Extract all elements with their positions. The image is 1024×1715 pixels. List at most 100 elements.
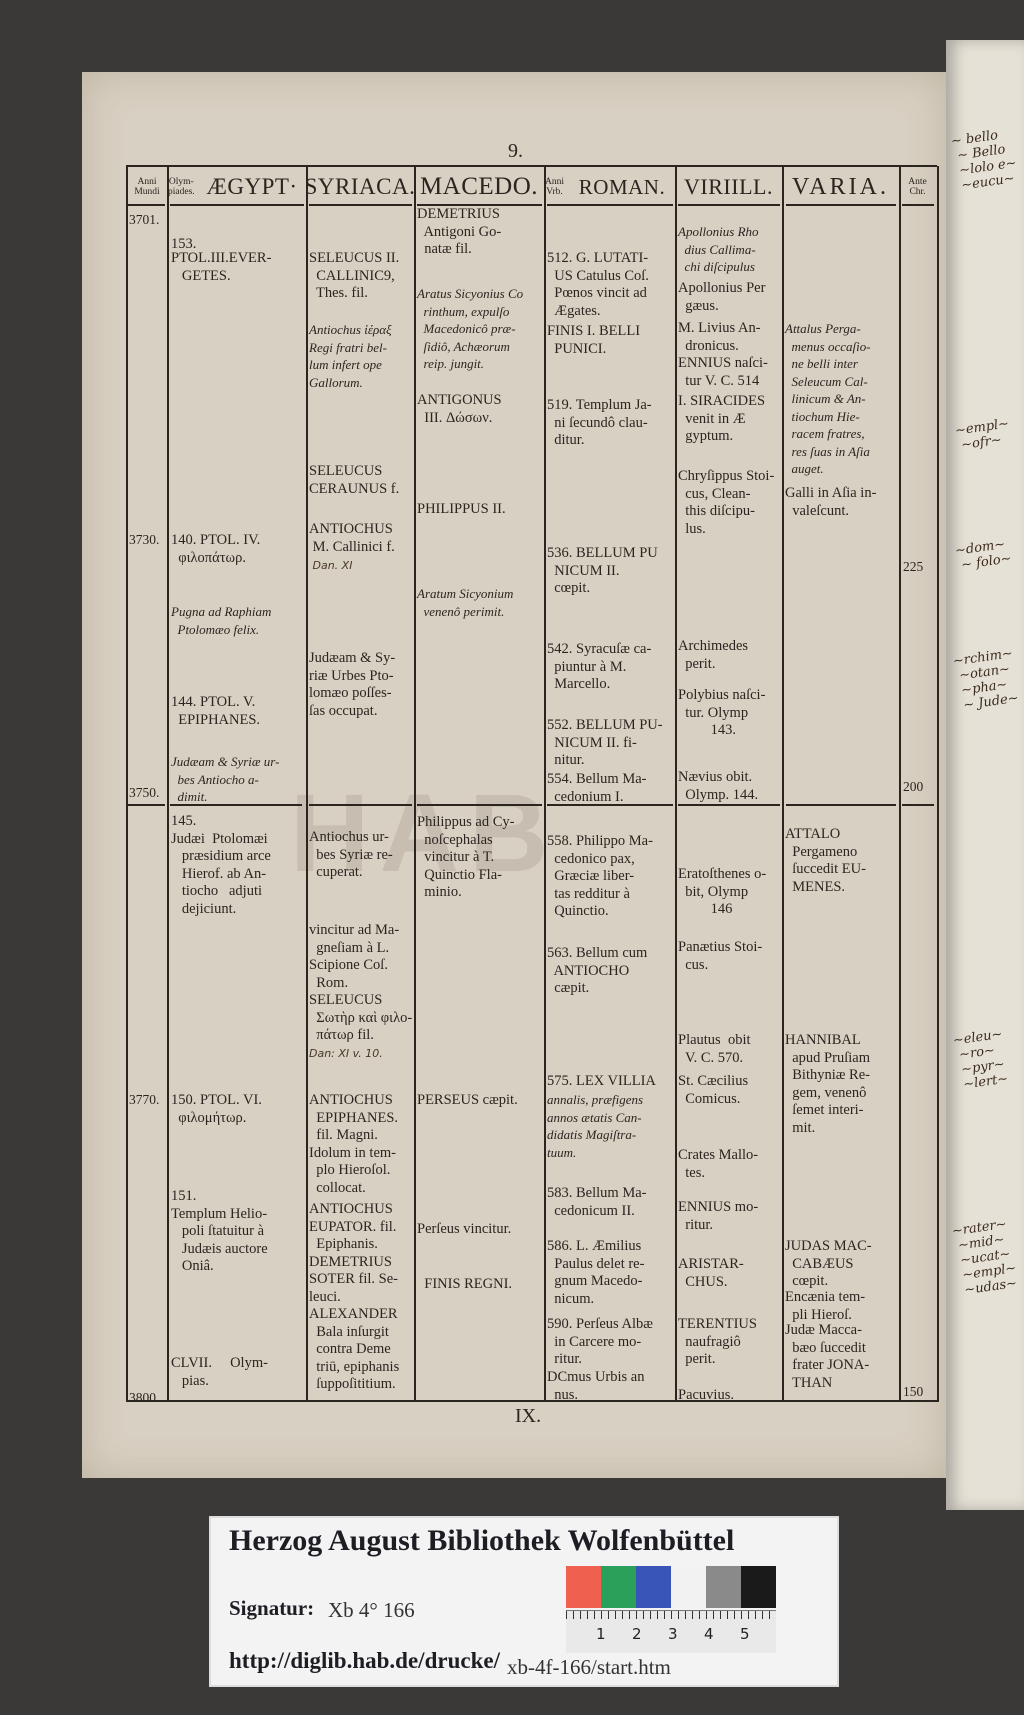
- roman-entry: 512. G. LUTATI- US Catulus Coſ. Pœnos vi…: [547, 250, 649, 319]
- viri_ill-entry: I. SIRACIDES venit in Æ gyptum.: [678, 393, 766, 444]
- url-path: xb-4f-166/start.htm: [507, 1655, 671, 1679]
- signatur-label: Signatur:: [229, 1596, 315, 1620]
- ruler-number: 5: [740, 1625, 750, 1643]
- syriaca-entry: Antiochus ἱέραξ Regi fratri bel- lum inf…: [309, 322, 392, 390]
- row-rule: [678, 204, 780, 206]
- ante-christum-year: 150: [903, 1384, 924, 1399]
- library-label: Herzog August Bibliothek Wolfenbüttel Si…: [211, 1518, 837, 1685]
- row-rule: [678, 804, 780, 806]
- row-rule: [417, 804, 542, 806]
- anno-mundi-year: 3770.: [129, 1092, 160, 1107]
- handwritten-marginalia: ~empl~ ~ofr~: [954, 416, 1011, 454]
- column-rule: [782, 166, 784, 1401]
- varia-entry: Encænia tem- pli Hieroſ.: [785, 1289, 866, 1323]
- syriaca-entry: Antiochus ur- bes Syriæ re- cuperat.: [309, 829, 393, 880]
- viri_ill-entry: ARISTAR- CHUS.: [678, 1256, 744, 1290]
- hab-watermark: HAB: [290, 772, 559, 895]
- row-rule: [170, 204, 304, 206]
- aegypt-entry: 153.: [171, 236, 197, 252]
- ruler-number: 2: [632, 1625, 642, 1643]
- syriaca-entry: Judæam & Sy- riæ Urbes Pto- lomæo poſſes…: [309, 650, 396, 719]
- row-rule: [786, 204, 896, 206]
- row-rule: [547, 204, 673, 206]
- macedo-entry: Perſeus vincitur.: [417, 1221, 512, 1237]
- macedo-entry: PHILIPPUS II.: [417, 501, 506, 517]
- handwritten-marginalia: ~dom~ ~ folo~: [954, 536, 1013, 574]
- color-patch: [601, 1566, 636, 1608]
- header-varia: VARIA.: [792, 173, 889, 200]
- header-roman: ROMAN.: [578, 174, 666, 199]
- ruler-number: 3: [668, 1625, 678, 1643]
- roman-entry: DCmus Urbis an nus.: [547, 1369, 645, 1403]
- macedo-entry: PERSEUS cæpit.: [417, 1092, 518, 1108]
- syriaca-entry: SELEUCUS II. CALLINIC9, Thes. fil.: [309, 250, 400, 301]
- roman-entry: 583. Bellum Ma- cedonicum II.: [547, 1185, 647, 1219]
- viri_ill-entry: Polybius naſci- tur. Olymp 143.: [678, 687, 766, 738]
- aegypt-entry: 140. PTOL. IV. φιλοπάτωρ.: [171, 532, 261, 566]
- aegypt-entry: Pugna ad Raphiam Ptolomæo felix.: [171, 604, 272, 637]
- color-calibration-strip: [566, 1566, 776, 1608]
- row-rule: [902, 804, 934, 806]
- aegypt-entry: Judæam & Syriæ ur- bes Antiocho a- dimit…: [171, 754, 280, 804]
- color-patch: [741, 1566, 776, 1608]
- macedo-entry: Philippus ad Cy- noſcephalas vincitur à …: [417, 814, 515, 900]
- aegypt-entry: 150. PTOL. VI. φιλομήτωρ.: [171, 1092, 262, 1126]
- measurement-ruler: 1 2 3 4 5: [566, 1610, 776, 1653]
- viri_ill-entry: Chryſippus Stoi- cus, Clean- this diſcip…: [678, 468, 775, 537]
- header-macedo: MACEDO.: [419, 173, 539, 200]
- varia-entry: JUDAS MAC- CABÆUS cœpit.: [785, 1238, 872, 1289]
- roman-entry: 575. LEX VILLIA: [547, 1073, 656, 1089]
- roman-entry: 542. Syracuſæ ca- piuntur à M. Marcello.: [547, 641, 652, 692]
- row-rule: [309, 204, 412, 206]
- macedo-entry: DEMETRIUS Antigoni Go- natæ fil.: [417, 206, 502, 257]
- column-rule: [899, 166, 901, 1401]
- roman-entry: 586. L. Æmilius Paulus delet re- gnum Ma…: [547, 1238, 645, 1307]
- aegypt-entry: PTOL.III.EVER- GETES.: [171, 250, 272, 284]
- aegypt-entry: 145. Judæi Ptolomæi præsidium arce Hiero…: [171, 813, 271, 917]
- viri_ill-entry: Plautus obit V. C. 570.: [678, 1032, 751, 1066]
- viri_ill-entry: ENNIUS mo- ritur.: [678, 1199, 759, 1233]
- color-patch: [636, 1566, 671, 1608]
- roman-entry: 558. Philippo Ma- cedonico pax, Græciæ l…: [547, 833, 653, 919]
- anno-mundi-year: 3800.: [129, 1390, 160, 1405]
- table-top-rule: [126, 165, 937, 167]
- varia-entry: Galli in Aſia in- valeſcunt.: [785, 485, 877, 519]
- row-rule: [309, 804, 412, 806]
- macedo-entry: ANTIGONUS III. Δώσων.: [417, 392, 502, 426]
- header-viri-illustres: VIRIILL.: [684, 174, 773, 199]
- row-rule: [128, 804, 165, 806]
- viri_ill-entry: Pacuvius.: [678, 1387, 734, 1403]
- viri_ill-entry: Apollonius Per gæus.: [678, 280, 766, 314]
- signatur-value: Xb 4° 166: [328, 1598, 415, 1622]
- handwritten-marginalia: ~rchim~ ~otan~ ~pha~ ~ Jude~: [952, 646, 1020, 714]
- aegypt-entry: CLVII. Olym- pias.: [171, 1355, 268, 1389]
- roman-entry: annalis, præfigens annos ætatis Can- did…: [547, 1092, 644, 1160]
- syriaca-entry: ANTIOCHUS M. Callinici f.: [309, 521, 395, 555]
- macedo-entry: Aratum Sicyonium venenô perimit.: [417, 586, 514, 619]
- roman-entry: 563. Bellum cum ANTIOCHO cæpit.: [547, 945, 648, 996]
- column-rule: [306, 166, 308, 1401]
- page-roman-numeral: IX.: [515, 1405, 542, 1427]
- ruler-number: 4: [704, 1625, 714, 1643]
- row-rule: [786, 804, 896, 806]
- header-anni-mundi: Anni Mundi: [134, 177, 160, 197]
- column-rule: [544, 166, 546, 1401]
- viri_ill-entry: Apollonius Rho dius Callima- chi diſcipu…: [678, 224, 759, 274]
- row-rule: [128, 204, 165, 206]
- ante-christum-year: 225: [903, 559, 924, 574]
- ante-christum-year: 200: [903, 779, 924, 794]
- varia-entry: Attalus Perga- menus occaſio- ne belli i…: [785, 321, 871, 476]
- handwritten-marginalia: ~ bello ~ Bello ~lolo e~ ~eucu~: [950, 128, 1018, 195]
- viri_ill-entry: Panætius Stoi- cus.: [678, 939, 763, 973]
- book-page: [82, 72, 946, 1478]
- varia-entry: HANNIBAL apud Pruſiam Bithyniæ Re- gem, …: [785, 1032, 870, 1136]
- syriaca-entry: SELEUCUS CERAUNUS f.: [309, 463, 400, 497]
- header-syriaca: SYRIACA.: [304, 174, 416, 199]
- viri_ill-entry: TERENTIUS naufragiô perit.: [678, 1316, 757, 1367]
- viri_ill-entry: Nævius obit. Olymp. 144.: [678, 769, 759, 803]
- row-rule: [547, 804, 673, 806]
- row-rule: [902, 204, 934, 206]
- anno-mundi-year: 3750.: [129, 785, 160, 800]
- viri_ill-entry: M. Livius An- dronicus.: [678, 320, 761, 354]
- viri_ill-entry: Eratoſthenes o- bit, Olymp 146: [678, 866, 767, 917]
